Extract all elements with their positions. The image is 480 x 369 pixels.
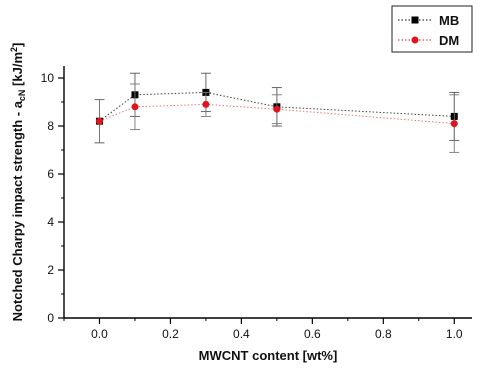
legend-box <box>391 5 473 53</box>
legend-label-mb: MB <box>439 13 459 28</box>
x-tick-label: 1.0 <box>446 327 463 341</box>
y-tick-label: 4 <box>47 215 54 229</box>
y-axis-label-text: Notched Charpy impact strength - acN [kJ… <box>9 43 27 322</box>
series-dm <box>94 83 460 153</box>
legend: MB DM <box>391 5 473 53</box>
data-point-dm <box>202 100 210 108</box>
y-axis-label-superscript: 2 <box>9 47 19 52</box>
y-tick-label: 8 <box>47 119 54 133</box>
y-tick-label: 0 <box>47 311 54 325</box>
legend-label-dm: DM <box>439 33 459 48</box>
x-tick-label: 0.2 <box>162 327 179 341</box>
y-tick-label: 6 <box>47 167 54 181</box>
y-axis-label-main: Notched Charpy impact strength - a <box>10 100 25 321</box>
legend-marker-mb <box>411 16 419 24</box>
y-axis-label-close: ] <box>10 43 25 47</box>
x-axis-label: MWCNT content [wt%] <box>199 348 338 363</box>
y-tick-label: 2 <box>47 263 54 277</box>
x-tick-label: 0.6 <box>304 327 321 341</box>
x-tick-label: 0.0 <box>91 327 108 341</box>
series-line-mb <box>99 91 455 122</box>
data-point-dm <box>95 117 103 125</box>
y-tick-label: 10 <box>41 71 55 85</box>
y-axis-label: Notched Charpy impact strength - acN [kJ… <box>9 43 27 322</box>
plot-area: 0 2 4 6 8 10 0.0 0.2 0.4 0.6 0.8 1.0 <box>41 66 472 341</box>
data-point-dm <box>273 105 281 113</box>
y-axis-label-unit: [kJ/m <box>10 52 25 90</box>
x-tick-label: 0.8 <box>375 327 392 341</box>
data-point-dm <box>131 103 139 111</box>
y-axis-label-subscript: cN <box>17 90 27 102</box>
data-point-dm <box>450 120 458 128</box>
legend-marker-dm <box>411 36 419 44</box>
x-tick-label: 0.4 <box>233 327 250 341</box>
